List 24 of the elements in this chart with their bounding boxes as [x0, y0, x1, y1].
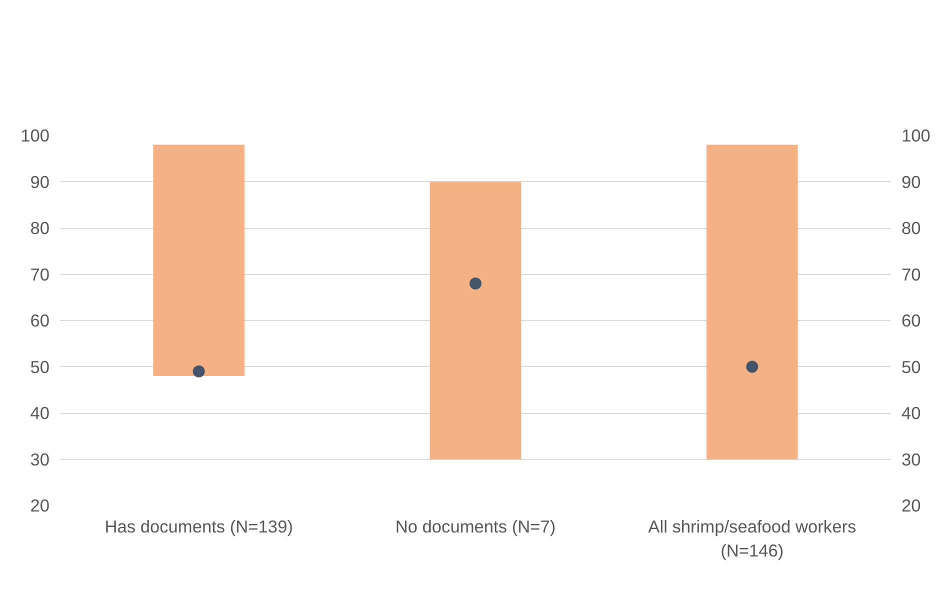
y-tick-label: 60 — [30, 310, 50, 330]
x-tick-label: No documents (N=7) — [395, 516, 556, 536]
y-tick-label: 80 — [30, 218, 50, 238]
point — [470, 278, 482, 290]
y2-tick-label: 90 — [902, 172, 921, 192]
y-tick-label: 70 — [30, 264, 50, 284]
x-tick-label: Has documents (N=139) — [104, 516, 293, 536]
x-tick-label: All shrimp/seafood workers (N=146) — [648, 516, 857, 560]
y-tick-label: 20 — [30, 496, 50, 516]
y2-tick-label: 50 — [902, 356, 921, 377]
y-tick-label: 30 — [30, 449, 50, 470]
y2-tick-label: 70 — [902, 264, 921, 284]
y-tick-label: 100 — [20, 126, 50, 146]
y2-tick-label: 60 — [902, 310, 921, 330]
y2-tick-label: 20 — [902, 496, 921, 516]
y2-tick-label: 100 — [902, 126, 930, 146]
point — [192, 365, 205, 378]
y2-tick-label: 80 — [902, 218, 921, 238]
y2-tick-label: 40 — [902, 403, 921, 423]
y-tick-label: 50 — [30, 356, 50, 377]
point — [746, 360, 758, 373]
y-tick-label: 90 — [30, 172, 50, 192]
y-tick-label: 40 — [30, 403, 50, 423]
y2-tick-label: 30 — [902, 449, 921, 470]
